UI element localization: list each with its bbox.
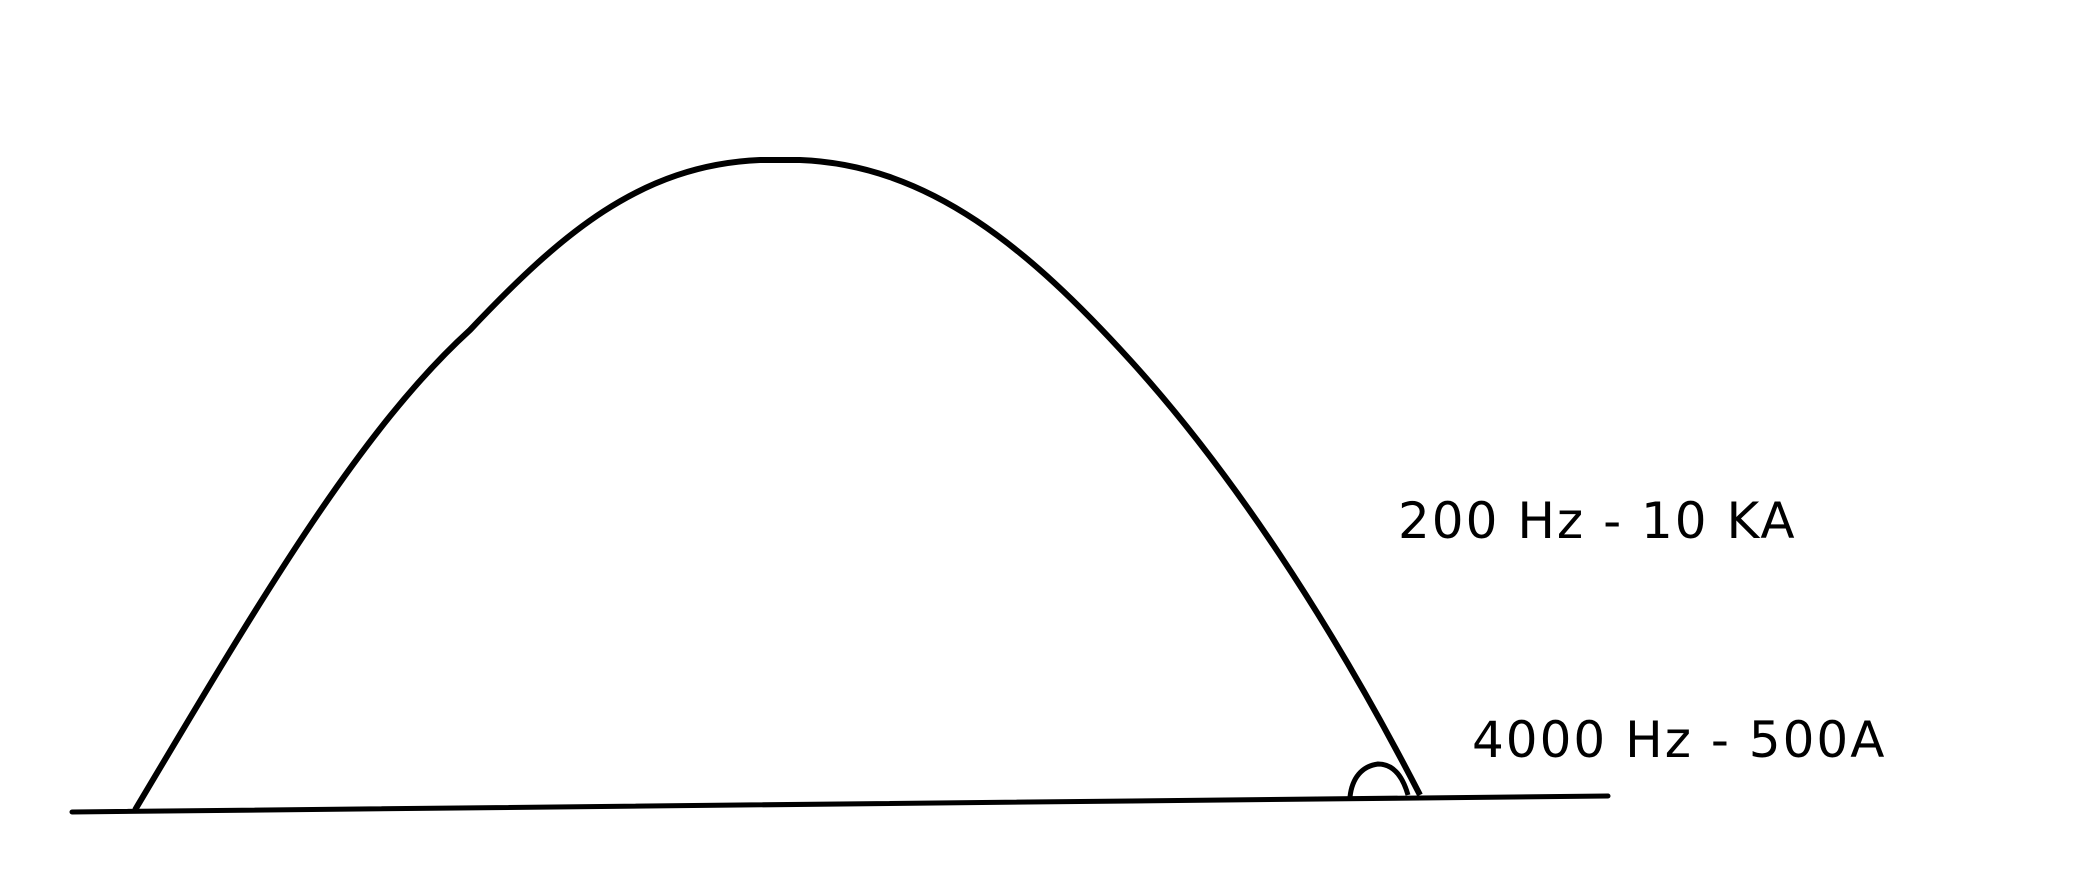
large-pulse-curve <box>132 157 1423 812</box>
small-pulse-label: 4000 Hz - 500A <box>1472 711 1886 769</box>
baseline <box>69 793 1611 815</box>
small-pulse-curve <box>1347 761 1411 798</box>
large-pulse-label: 200 Hz - 10 KA <box>1398 492 1797 550</box>
